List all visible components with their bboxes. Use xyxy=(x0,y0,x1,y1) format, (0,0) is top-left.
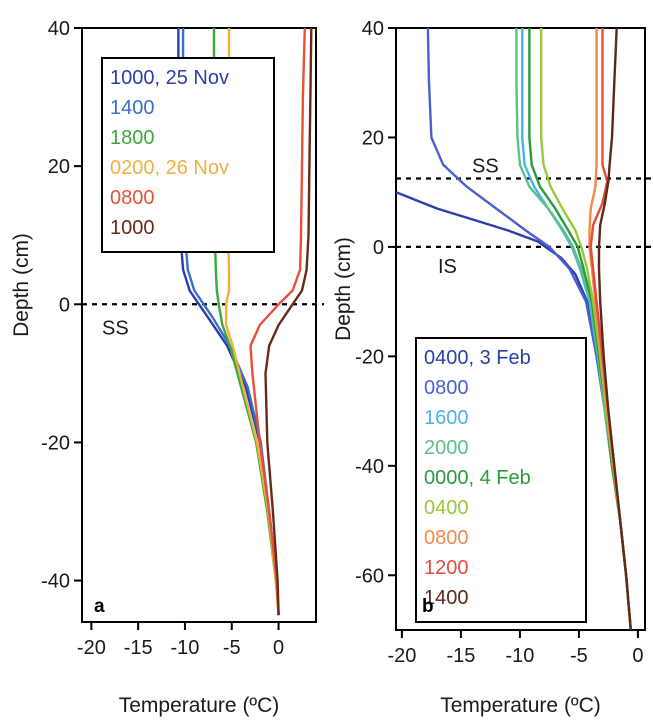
panel-letter: a xyxy=(94,596,105,617)
y-tick-label: -40 xyxy=(355,456,384,478)
x-tick-label: -10 xyxy=(171,637,200,659)
y-tick-label: 40 xyxy=(48,18,70,40)
legend-box xyxy=(415,337,587,623)
series-line-4 xyxy=(249,28,306,616)
legend-entry: 1000 xyxy=(110,217,155,239)
legend-entry: 1400 xyxy=(110,97,155,119)
y-axis-title: Depth (cm) xyxy=(10,233,33,337)
x-tick-label: -20 xyxy=(387,645,416,667)
x-tick-label: -15 xyxy=(124,637,153,659)
x-tick-label: 0 xyxy=(632,645,643,667)
x-axis-title: Temperature (ºC) xyxy=(440,694,601,717)
plot-frame xyxy=(81,27,317,623)
y-tick-label: 40 xyxy=(362,18,384,40)
y-tick-label: 20 xyxy=(362,127,384,149)
y-tick-label: -40 xyxy=(41,571,70,593)
y-tick-label: 0 xyxy=(59,294,70,316)
reference-label-ss: SS xyxy=(472,156,499,178)
y-tick-label: 20 xyxy=(48,156,70,178)
legend-entry: 2000 xyxy=(424,437,469,459)
panel-a: -40 -20 0 20 40 -20 -15 -10 -5 0 Temperature (ºC) D… xyxy=(10,18,324,717)
series-group xyxy=(396,28,632,630)
x-axis-title: Temperature (ºC) xyxy=(119,694,280,717)
series-line-5 xyxy=(264,28,313,616)
y-tick-label: -60 xyxy=(355,565,384,587)
legend-entry: 0000, 4 Feb xyxy=(424,467,531,489)
legend-entry: 0400, 3 Feb xyxy=(424,347,531,369)
legend-entry: 1400 xyxy=(424,587,469,609)
y-tick-label: 0 xyxy=(373,237,384,259)
legend-entry: 0200, 26 Nov xyxy=(110,157,229,179)
x-tick-label: -5 xyxy=(570,645,588,667)
legend-entry: 0800 xyxy=(110,187,155,209)
x-tick-label: -5 xyxy=(223,637,241,659)
panel-b: -60 -40 -20 0 20 40 -20 -15 -10 -5 0 Temperature (º… xyxy=(332,18,653,717)
legend-entry: 1000, 25 Nov xyxy=(110,67,229,89)
series-line-8 xyxy=(597,28,632,630)
x-tick-label: -20 xyxy=(77,637,106,659)
legend-entry: 1800 xyxy=(110,127,155,149)
x-tick-label: -10 xyxy=(505,645,534,667)
y-axis-title: Depth (cm) xyxy=(332,237,355,341)
legend-entry: 1600 xyxy=(424,407,469,429)
legend-entry: 0400 xyxy=(424,497,469,519)
legend-entry: 0800 xyxy=(424,527,469,549)
y-tick-label: -20 xyxy=(41,432,70,454)
legend-entry: 0800 xyxy=(424,377,469,399)
x-tick-label: -15 xyxy=(446,645,475,667)
panel-letter: b xyxy=(422,596,434,617)
x-tick-label: 0 xyxy=(273,637,284,659)
legend-entry: 1200 xyxy=(424,557,469,579)
y-tick-label: -20 xyxy=(355,346,384,368)
reference-label-ss: SS xyxy=(102,317,129,339)
reference-label-is: IS xyxy=(438,256,457,278)
legend-box xyxy=(101,57,275,253)
